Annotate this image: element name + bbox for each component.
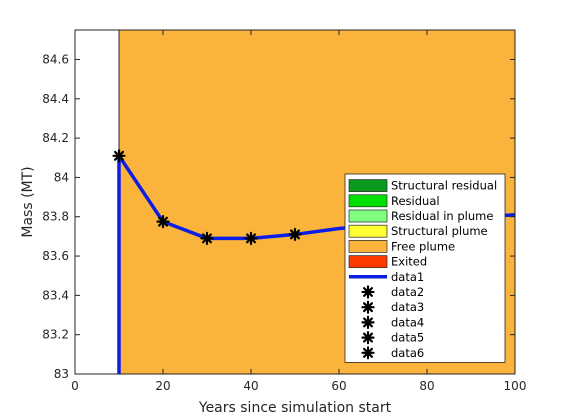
legend-swatch (348, 224, 388, 238)
legend-entry: Structural residual (348, 179, 497, 193)
legend-swatch (348, 255, 388, 268)
legend-entry: Free plume (348, 239, 455, 253)
marker-data5 (244, 231, 258, 245)
x-tick-label: 20 (155, 379, 170, 393)
legend-swatch (348, 240, 388, 253)
legend-marker-swatch (361, 285, 375, 299)
legend-label: Free plume (391, 239, 455, 253)
legend-marker-swatch-stroke (363, 317, 373, 328)
marker-data2 (112, 149, 126, 163)
legend-swatch (348, 209, 388, 223)
legend-label: Exited (391, 255, 427, 269)
axes: 0 20 40 60 80 100 83 83.2 83.4 83.6 83.8 84 84.2 84.4… (42, 29, 527, 393)
x-tick-label: 100 (504, 379, 527, 393)
y-tick-label: 84 (54, 170, 69, 184)
y-tick-label: 83.6 (42, 249, 69, 263)
legend-marker-swatch-stroke (363, 302, 373, 313)
legend-marker-swatch-stroke (363, 347, 373, 358)
legend-entry: data6 (361, 346, 424, 360)
legend-label: data6 (391, 346, 424, 360)
marker-data2-stroke (114, 150, 124, 161)
legend-label: data4 (391, 315, 424, 329)
y-tick-label: 83.8 (42, 210, 69, 224)
x-tick-label: 60 (331, 379, 346, 393)
legend-entry: Exited (348, 255, 427, 269)
legend-marker-swatch-stroke (363, 332, 373, 343)
legend-label: data1 (391, 270, 424, 284)
y-tick-label: 83.4 (42, 288, 69, 302)
legend-swatch (348, 194, 388, 208)
y-tick-label: 84.4 (42, 92, 69, 106)
legend-label: Structural residual (391, 179, 497, 193)
legend-label: Structural plume (391, 224, 488, 238)
y-tick-label: 84.2 (42, 131, 69, 145)
marker-data4-stroke (202, 233, 212, 244)
legend-entry: data3 (361, 300, 424, 314)
legend-label: Residual in plume (391, 209, 493, 223)
legend-entry: Residual (348, 194, 440, 208)
y-axis-title: Mass (MT) (20, 166, 36, 237)
x-tick-label: 0 (71, 379, 79, 393)
x-tick-label: 40 (243, 379, 258, 393)
legend-label: data5 (391, 331, 424, 345)
legend-entry: data2 (361, 285, 424, 299)
legend-marker-swatch (361, 300, 375, 314)
marker-data6-stroke (290, 229, 300, 240)
marker-data3 (156, 215, 170, 229)
y-tick-label: 83.2 (42, 328, 69, 342)
legend-entry: data5 (361, 331, 424, 345)
legend-label: data3 (391, 300, 424, 314)
legend-label: data2 (391, 285, 424, 299)
legend-marker-swatch (361, 331, 375, 345)
marker-data4 (200, 231, 214, 245)
legend-entry: Residual in plume (348, 209, 493, 223)
y-tick-label: 83 (54, 367, 69, 381)
legend-marker-swatch (361, 315, 375, 329)
legend-entry: data1 (349, 270, 424, 284)
legend-marker-swatch-stroke (363, 287, 373, 297)
legend-label: Residual (391, 194, 440, 208)
legend-entry: data4 (361, 315, 424, 329)
marker-data5-stroke (246, 233, 256, 244)
y-tick-label: 84.6 (42, 52, 69, 66)
marker-data3-stroke (158, 216, 168, 227)
legend-entry: Structural plume (348, 224, 488, 238)
marker-data6 (288, 227, 302, 242)
axes-box (74, 29, 516, 375)
legend-swatch (348, 179, 388, 192)
x-axis-title: Years since simulation start (198, 400, 392, 416)
x-tick-label: 80 (419, 379, 434, 393)
legend-marker-swatch (361, 346, 375, 360)
